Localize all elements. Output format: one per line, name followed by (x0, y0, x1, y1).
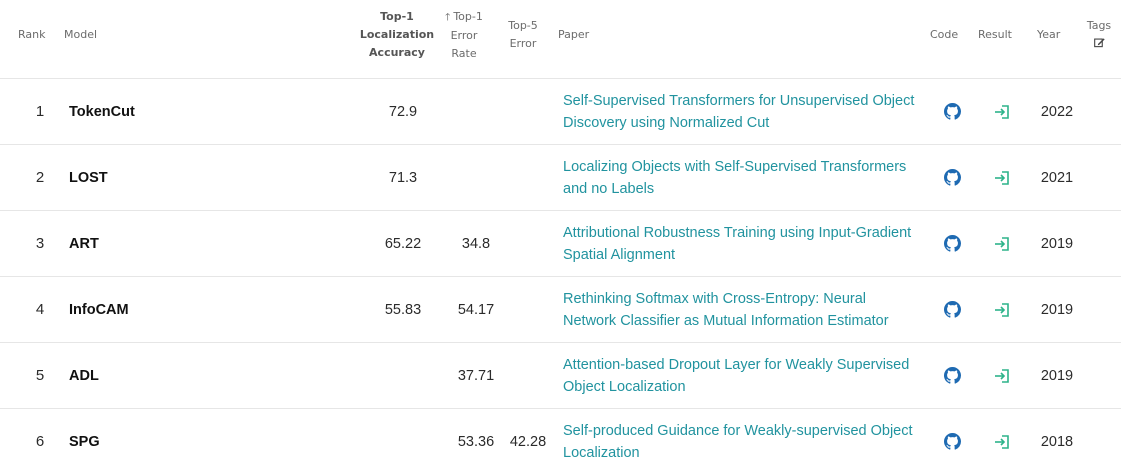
year-value: 2019 (1040, 301, 1074, 318)
table-row: 6 SPG 53.36 42.28 Self-produced Guidance… (0, 409, 1121, 462)
paper-link[interactable]: Attributional Robustness Training using … (563, 224, 912, 263)
top1-error-rate-value: 53.36 (457, 433, 495, 450)
year-value: 2021 (1040, 169, 1074, 186)
header-top5-err-line2: Error (509, 37, 537, 50)
header-top1-loc-line2: Localization (359, 28, 435, 41)
header-top1-err-line2: Error (450, 29, 478, 42)
header-top1-error-rate[interactable]: 🡑 Top-1 Error Rate (434, 8, 494, 63)
header-paper[interactable]: Paper (558, 28, 590, 41)
header-year[interactable]: Year (1037, 28, 1061, 41)
header-top5-error[interactable]: Top-5 Error (500, 17, 546, 53)
table-row: 5 ADL 37.71 Attention-based Dropout Laye… (0, 343, 1121, 409)
result-arrow-icon[interactable] (990, 79, 1014, 144)
top5-error-value (500, 343, 556, 408)
table-header: Rank Model Top-1 Localization Accuracy 🡑… (0, 0, 1121, 79)
top5-error-value (500, 145, 556, 210)
header-top1-err-line1: Top-1 (453, 10, 483, 23)
top1-localization-accuracy-value (360, 409, 446, 462)
edit-icon[interactable] (1084, 37, 1114, 48)
top1-error-rate-value: 34.8 (461, 235, 491, 252)
header-top1-loc-line1: Top-1 (380, 10, 414, 23)
table-row: 2 LOST 71.3 Localizing Objects with Self… (0, 145, 1121, 211)
top1-localization-accuracy-value: 55.83 (384, 301, 422, 318)
year-value: 2019 (1040, 367, 1074, 384)
result-arrow-icon[interactable] (990, 277, 1014, 342)
table-row: 4 InfoCAM 55.83 54.17 Rethinking Softmax… (0, 277, 1121, 343)
result-arrow-icon[interactable] (990, 343, 1014, 408)
github-icon[interactable] (940, 343, 964, 408)
header-result[interactable]: Result (978, 28, 1012, 41)
rank-cell: 4 (35, 301, 45, 318)
github-icon[interactable] (940, 409, 964, 462)
github-icon[interactable] (940, 277, 964, 342)
top1-localization-accuracy-value (360, 343, 446, 408)
header-top1-localization-accuracy[interactable]: Top-1 Localization Accuracy (352, 8, 442, 62)
rank-cell: 6 (35, 433, 45, 450)
github-icon[interactable] (940, 145, 964, 210)
result-arrow-icon[interactable] (990, 211, 1014, 276)
table-body: 1 TokenCut 72.9 Self-Supervised Transfor… (0, 79, 1121, 462)
top5-error-value (500, 79, 556, 144)
paper-link[interactable]: Attention-based Dropout Layer for Weakly… (563, 356, 910, 395)
arrow-up-icon[interactable]: 🡑 (445, 12, 451, 23)
top1-localization-accuracy-value: 65.22 (384, 235, 422, 252)
result-arrow-icon[interactable] (990, 145, 1014, 210)
header-code[interactable]: Code (930, 28, 959, 41)
header-top1-loc-line3: Accuracy (369, 46, 425, 59)
header-rank[interactable]: Rank (18, 28, 46, 41)
top5-error-value: 42.28 (509, 433, 547, 450)
rank-cell: 3 (35, 235, 45, 252)
paper-link[interactable]: Rethinking Softmax with Cross-Entropy: N… (563, 290, 889, 329)
github-icon[interactable] (940, 79, 964, 144)
paper-link[interactable]: Self-Supervised Transformers for Unsuper… (563, 92, 915, 131)
top1-localization-accuracy-value: 72.9 (388, 103, 418, 120)
github-icon[interactable] (940, 211, 964, 276)
model-name: ADL (69, 367, 99, 384)
paper-link[interactable]: Localizing Objects with Self-Supervised … (563, 158, 907, 197)
header-model[interactable]: Model (64, 28, 98, 41)
top1-error-rate-value: 54.17 (457, 301, 495, 318)
year-value: 2018 (1040, 433, 1074, 450)
model-name: TokenCut (69, 103, 135, 120)
top1-error-rate-value: 37.71 (457, 367, 495, 384)
header-top5-err-line1: Top-5 (508, 19, 538, 32)
paper-link[interactable]: Self-produced Guidance for Weakly-superv… (563, 422, 913, 461)
header-tags-label: Tags (1086, 19, 1112, 32)
top5-error-value (500, 277, 556, 342)
rank-cell: 2 (35, 169, 45, 186)
result-arrow-icon[interactable] (990, 409, 1014, 462)
model-name: LOST (69, 169, 108, 186)
model-name: InfoCAM (69, 301, 129, 318)
rank-cell: 1 (35, 103, 45, 120)
model-name: SPG (69, 433, 100, 450)
table-row: 1 TokenCut 72.9 Self-Supervised Transfor… (0, 79, 1121, 145)
top1-localization-accuracy-value: 71.3 (388, 169, 418, 186)
model-name: ART (69, 235, 99, 252)
year-value: 2019 (1040, 235, 1074, 252)
table-row: 3 ART 65.22 34.8 Attributional Robustnes… (0, 211, 1121, 277)
year-value: 2022 (1040, 103, 1074, 120)
header-top1-err-line3: Rate (451, 47, 477, 60)
rank-cell: 5 (35, 367, 45, 384)
top5-error-value (500, 211, 556, 276)
header-tags[interactable]: Tags (1084, 17, 1114, 48)
